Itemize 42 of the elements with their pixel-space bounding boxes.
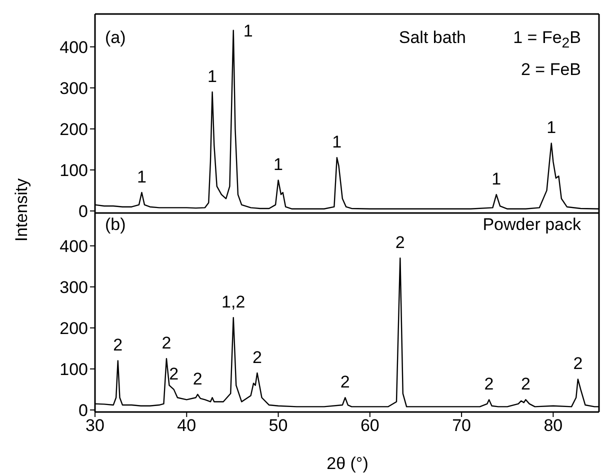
- x-axis-title: 2θ (°): [326, 454, 370, 474]
- annotation: 2: [340, 372, 350, 392]
- y-tick-label: 300: [60, 78, 88, 98]
- annotation: 1: [492, 170, 502, 189]
- annotation: 2 = FeB: [520, 59, 581, 81]
- x-tick-label: 30: [86, 416, 104, 436]
- annotation: 2: [484, 374, 494, 394]
- y-axis-title: Intensity: [12, 177, 32, 244]
- annotation: 1 = Fe$_{2}$B: [513, 27, 581, 54]
- annotation: 1: [332, 132, 342, 152]
- y-tick-label: 100: [60, 160, 88, 180]
- y-tick-label: 100: [60, 360, 88, 379]
- y-tick-label: 400: [60, 236, 88, 256]
- y-tick-label: 400: [60, 38, 88, 57]
- annotation: 1: [274, 155, 284, 174]
- y-tick-label: 200: [60, 120, 88, 139]
- annotation: Salt bath: [398, 27, 466, 49]
- annotation: 2: [520, 374, 530, 394]
- annotation: 2: [252, 348, 262, 368]
- x-tick-label: 70: [452, 416, 472, 436]
- annotation: 2: [192, 369, 202, 388]
- annotation: 2: [395, 233, 405, 252]
- x-tick-label: 50: [268, 416, 288, 436]
- annotation: 2: [113, 336, 123, 355]
- annotation: (a): [105, 27, 126, 49]
- y-tick-label: 0: [78, 400, 88, 420]
- x-tick-label: 60: [360, 416, 380, 436]
- y-tick-label: 200: [60, 318, 88, 338]
- annotation: 2: [162, 334, 172, 353]
- x-tick-label: 40: [177, 416, 196, 436]
- y-tick-label: 0: [78, 202, 88, 221]
- annotation: 1: [208, 66, 218, 86]
- annotation: 1: [137, 167, 146, 186]
- x-tick-label: 80: [544, 416, 563, 436]
- annotation: 1: [546, 118, 556, 138]
- annotation: Powder pack: [482, 214, 581, 236]
- annotation: 2: [573, 354, 583, 374]
- annotation: 2: [169, 364, 179, 384]
- annotation: 1: [243, 21, 253, 40]
- y-tick-label: 300: [60, 278, 88, 297]
- annotation: 1,2: [222, 292, 246, 312]
- annotation: (b): [105, 214, 126, 236]
